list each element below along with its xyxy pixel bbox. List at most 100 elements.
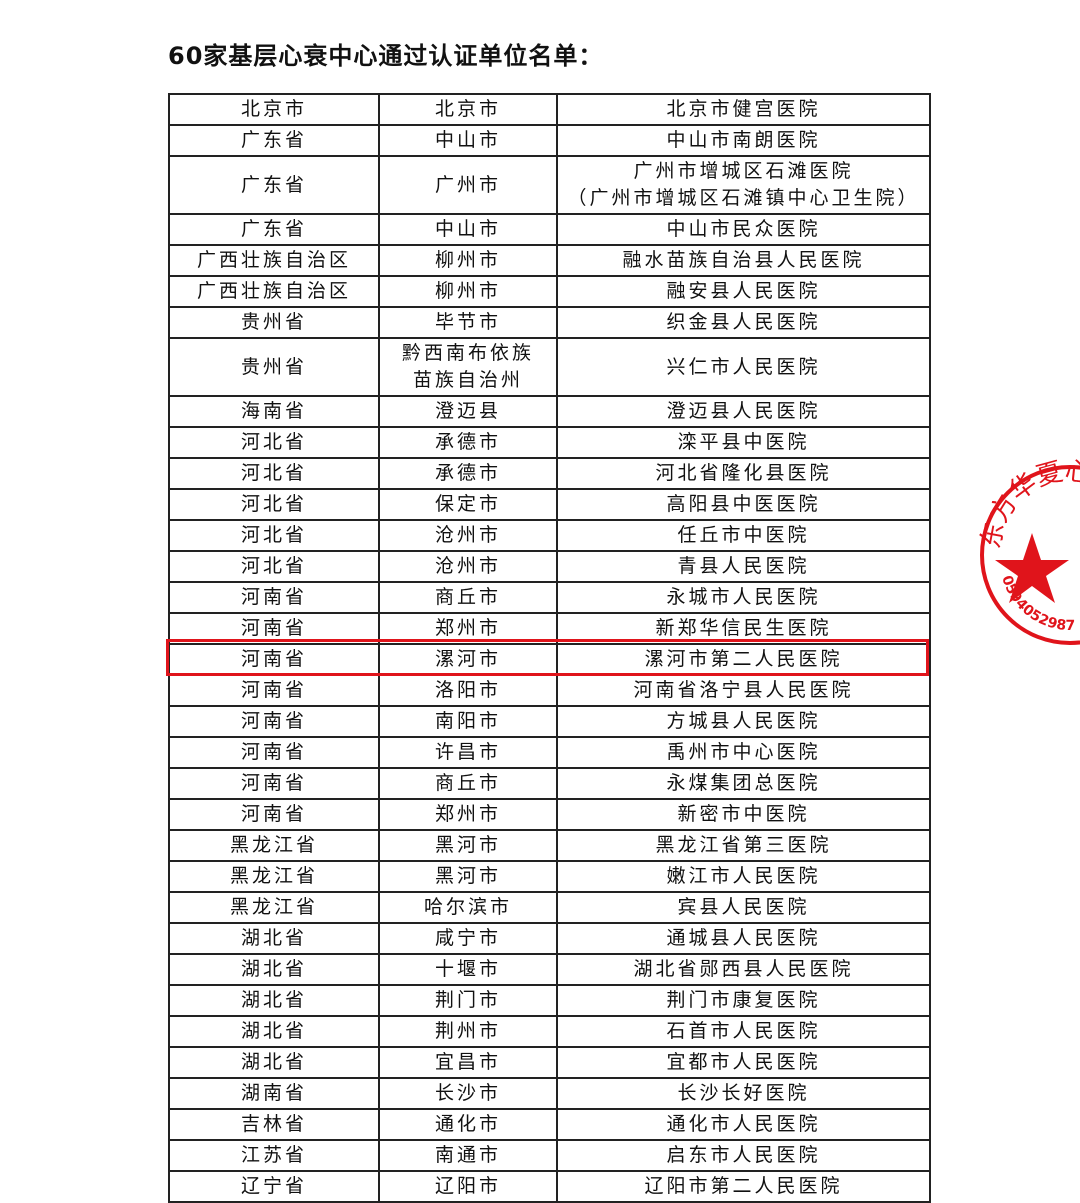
hospital-cell-text: 荆门市康复医院 <box>666 989 821 1011</box>
city-cell-text: 黑河市 <box>434 865 501 887</box>
hospital-cell: 长沙长好医院 <box>556 1077 931 1110</box>
province-cell-text: 河北省 <box>240 462 307 484</box>
table-row: 河南省 商丘市 永城市人民医院 <box>168 581 931 614</box>
hospital-cell-text: 融安县人民医院 <box>666 280 821 302</box>
province-cell: 河北省 <box>168 457 380 490</box>
city-cell: 中山市 <box>378 124 558 157</box>
city-cell-text: 柳州市 <box>434 249 501 271</box>
city-cell-text: 郑州市 <box>434 617 501 639</box>
hospital-cell-text: 永煤集团总医院 <box>666 772 821 794</box>
city-cell-text: 通化市 <box>434 1113 501 1135</box>
province-cell: 河南省 <box>168 705 380 738</box>
table-row-highlighted: 河南省 漯河市 漯河市第二人民医院 <box>168 643 931 676</box>
province-cell-text: 河北省 <box>240 524 307 546</box>
province-cell-text: 河南省 <box>240 741 307 763</box>
table-row: 广东省 中山市 中山市南朗医院 <box>168 124 931 157</box>
city-cell-text: 咸宁市 <box>434 927 501 949</box>
city-cell: 荆州市 <box>378 1015 558 1048</box>
certified-units-table: 北京市 北京市 北京市健宫医院 广东省 中山市 中山市南朗医院 广东省 广州市 广州市增城区石滩… <box>168 93 931 1203</box>
official-seal-stamp: 东方华夏心血 0594052987 <box>976 456 1080 645</box>
city-cell: 郑州市 <box>378 798 558 831</box>
hospital-cell-text: 河南省洛宁县人民医院 <box>633 679 854 701</box>
province-cell: 广西壮族自治区 <box>168 275 380 308</box>
province-cell-text: 河南省 <box>240 803 307 825</box>
hospital-cell-text: 河北省隆化县医院 <box>655 462 832 484</box>
province-cell: 湖北省 <box>168 922 380 955</box>
city-cell: 柳州市 <box>378 275 558 308</box>
city-cell: 广州市 <box>378 155 558 215</box>
city-cell: 哈尔滨市 <box>378 891 558 924</box>
hospital-cell-text: 新密市中医院 <box>677 803 810 825</box>
star-icon <box>995 533 1069 603</box>
hospital-cell-text: 兴仁市人民医院 <box>666 355 821 378</box>
table-row: 贵州省 毕节市 织金县人民医院 <box>168 306 931 339</box>
table-row: 湖北省 十堰市 湖北省郧西县人民医院 <box>168 953 931 986</box>
hospital-cell-text: 滦平县中医院 <box>677 431 810 453</box>
province-cell-text: 河南省 <box>240 772 307 794</box>
city-cell-text: 苗族自治州 <box>412 369 523 391</box>
city-cell: 南阳市 <box>378 705 558 738</box>
hospital-cell: 融水苗族自治县人民医院 <box>556 244 931 277</box>
province-cell-text: 江苏省 <box>240 1144 307 1166</box>
city-cell: 沧州市 <box>378 519 558 552</box>
hospital-cell: 启东市人民医院 <box>556 1139 931 1172</box>
province-cell: 贵州省 <box>168 337 380 397</box>
hospital-cell: 石首市人民医院 <box>556 1015 931 1048</box>
city-cell-text: 商丘市 <box>434 586 501 608</box>
city-cell-text: 中山市 <box>434 129 501 151</box>
table-row: 湖南省 长沙市 长沙长好医院 <box>168 1077 931 1110</box>
hospital-cell: 中山市民众医院 <box>556 213 931 246</box>
hospital-cell-text: 漯河市第二人民医院 <box>644 648 843 670</box>
province-cell-text: 河北省 <box>240 431 307 453</box>
province-cell-text: 河南省 <box>240 679 307 701</box>
hospital-cell-text: 长沙长好医院 <box>677 1082 810 1104</box>
city-cell-text: 洛阳市 <box>434 679 501 701</box>
city-cell: 承德市 <box>378 426 558 459</box>
hospital-cell: 广州市增城区石滩医院 （广州市增城区石滩镇中心卫生院） <box>556 155 931 215</box>
city-cell: 咸宁市 <box>378 922 558 955</box>
province-cell-text: 广东省 <box>240 173 307 196</box>
city-cell: 南通市 <box>378 1139 558 1172</box>
city-cell-text: 许昌市 <box>434 741 501 763</box>
city-cell-text: 南通市 <box>434 1144 501 1166</box>
city-cell-text: 宜昌市 <box>434 1051 501 1073</box>
hospital-cell: 宜都市人民医院 <box>556 1046 931 1079</box>
province-cell-text: 河南省 <box>240 617 307 639</box>
city-cell: 商丘市 <box>378 581 558 614</box>
city-cell-text: 黔西南布依族 <box>401 342 534 364</box>
hospital-cell-text: 澄迈县人民医院 <box>666 400 821 422</box>
city-cell: 商丘市 <box>378 767 558 800</box>
province-cell: 黑龙江省 <box>168 829 380 862</box>
hospital-cell-text: 北京市健宫医院 <box>666 98 821 120</box>
province-cell: 河南省 <box>168 674 380 707</box>
city-cell: 洛阳市 <box>378 674 558 707</box>
city-cell-text: 柳州市 <box>434 280 501 302</box>
province-cell-text: 湖北省 <box>240 1051 307 1073</box>
province-cell: 河南省 <box>168 643 380 676</box>
province-cell-text: 河南省 <box>240 710 307 732</box>
hospital-cell: 永煤集团总医院 <box>556 767 931 800</box>
city-cell: 十堰市 <box>378 953 558 986</box>
province-cell: 广东省 <box>168 155 380 215</box>
hospital-cell-text: 高阳县中医医院 <box>666 493 821 515</box>
city-cell-text: 澄迈县 <box>434 400 501 422</box>
province-cell-text: 北京市 <box>240 98 307 120</box>
province-cell-text: 湖北省 <box>240 989 307 1011</box>
province-cell-text: 湖北省 <box>240 1020 307 1042</box>
city-cell: 辽阳市 <box>378 1170 558 1203</box>
hospital-cell: 高阳县中医医院 <box>556 488 931 521</box>
city-cell: 许昌市 <box>378 736 558 769</box>
hospital-cell-text: 青县人民医院 <box>677 555 810 577</box>
table-row: 河南省 许昌市 禹州市中心医院 <box>168 736 931 769</box>
province-cell: 广东省 <box>168 124 380 157</box>
table-row: 广东省 中山市 中山市民众医院 <box>168 213 931 246</box>
province-cell-text: 广西壮族自治区 <box>196 249 351 271</box>
hospital-cell: 通化市人民医院 <box>556 1108 931 1141</box>
table-row: 江苏省 南通市 启东市人民医院 <box>168 1139 931 1172</box>
city-cell-text: 保定市 <box>434 493 501 515</box>
hospital-cell: 中山市南朗医院 <box>556 124 931 157</box>
hospital-cell: 永城市人民医院 <box>556 581 931 614</box>
table-row: 河南省 郑州市 新郑华信民生医院 <box>168 612 931 645</box>
city-cell-text: 沧州市 <box>434 555 501 577</box>
table-row: 河南省 郑州市 新密市中医院 <box>168 798 931 831</box>
